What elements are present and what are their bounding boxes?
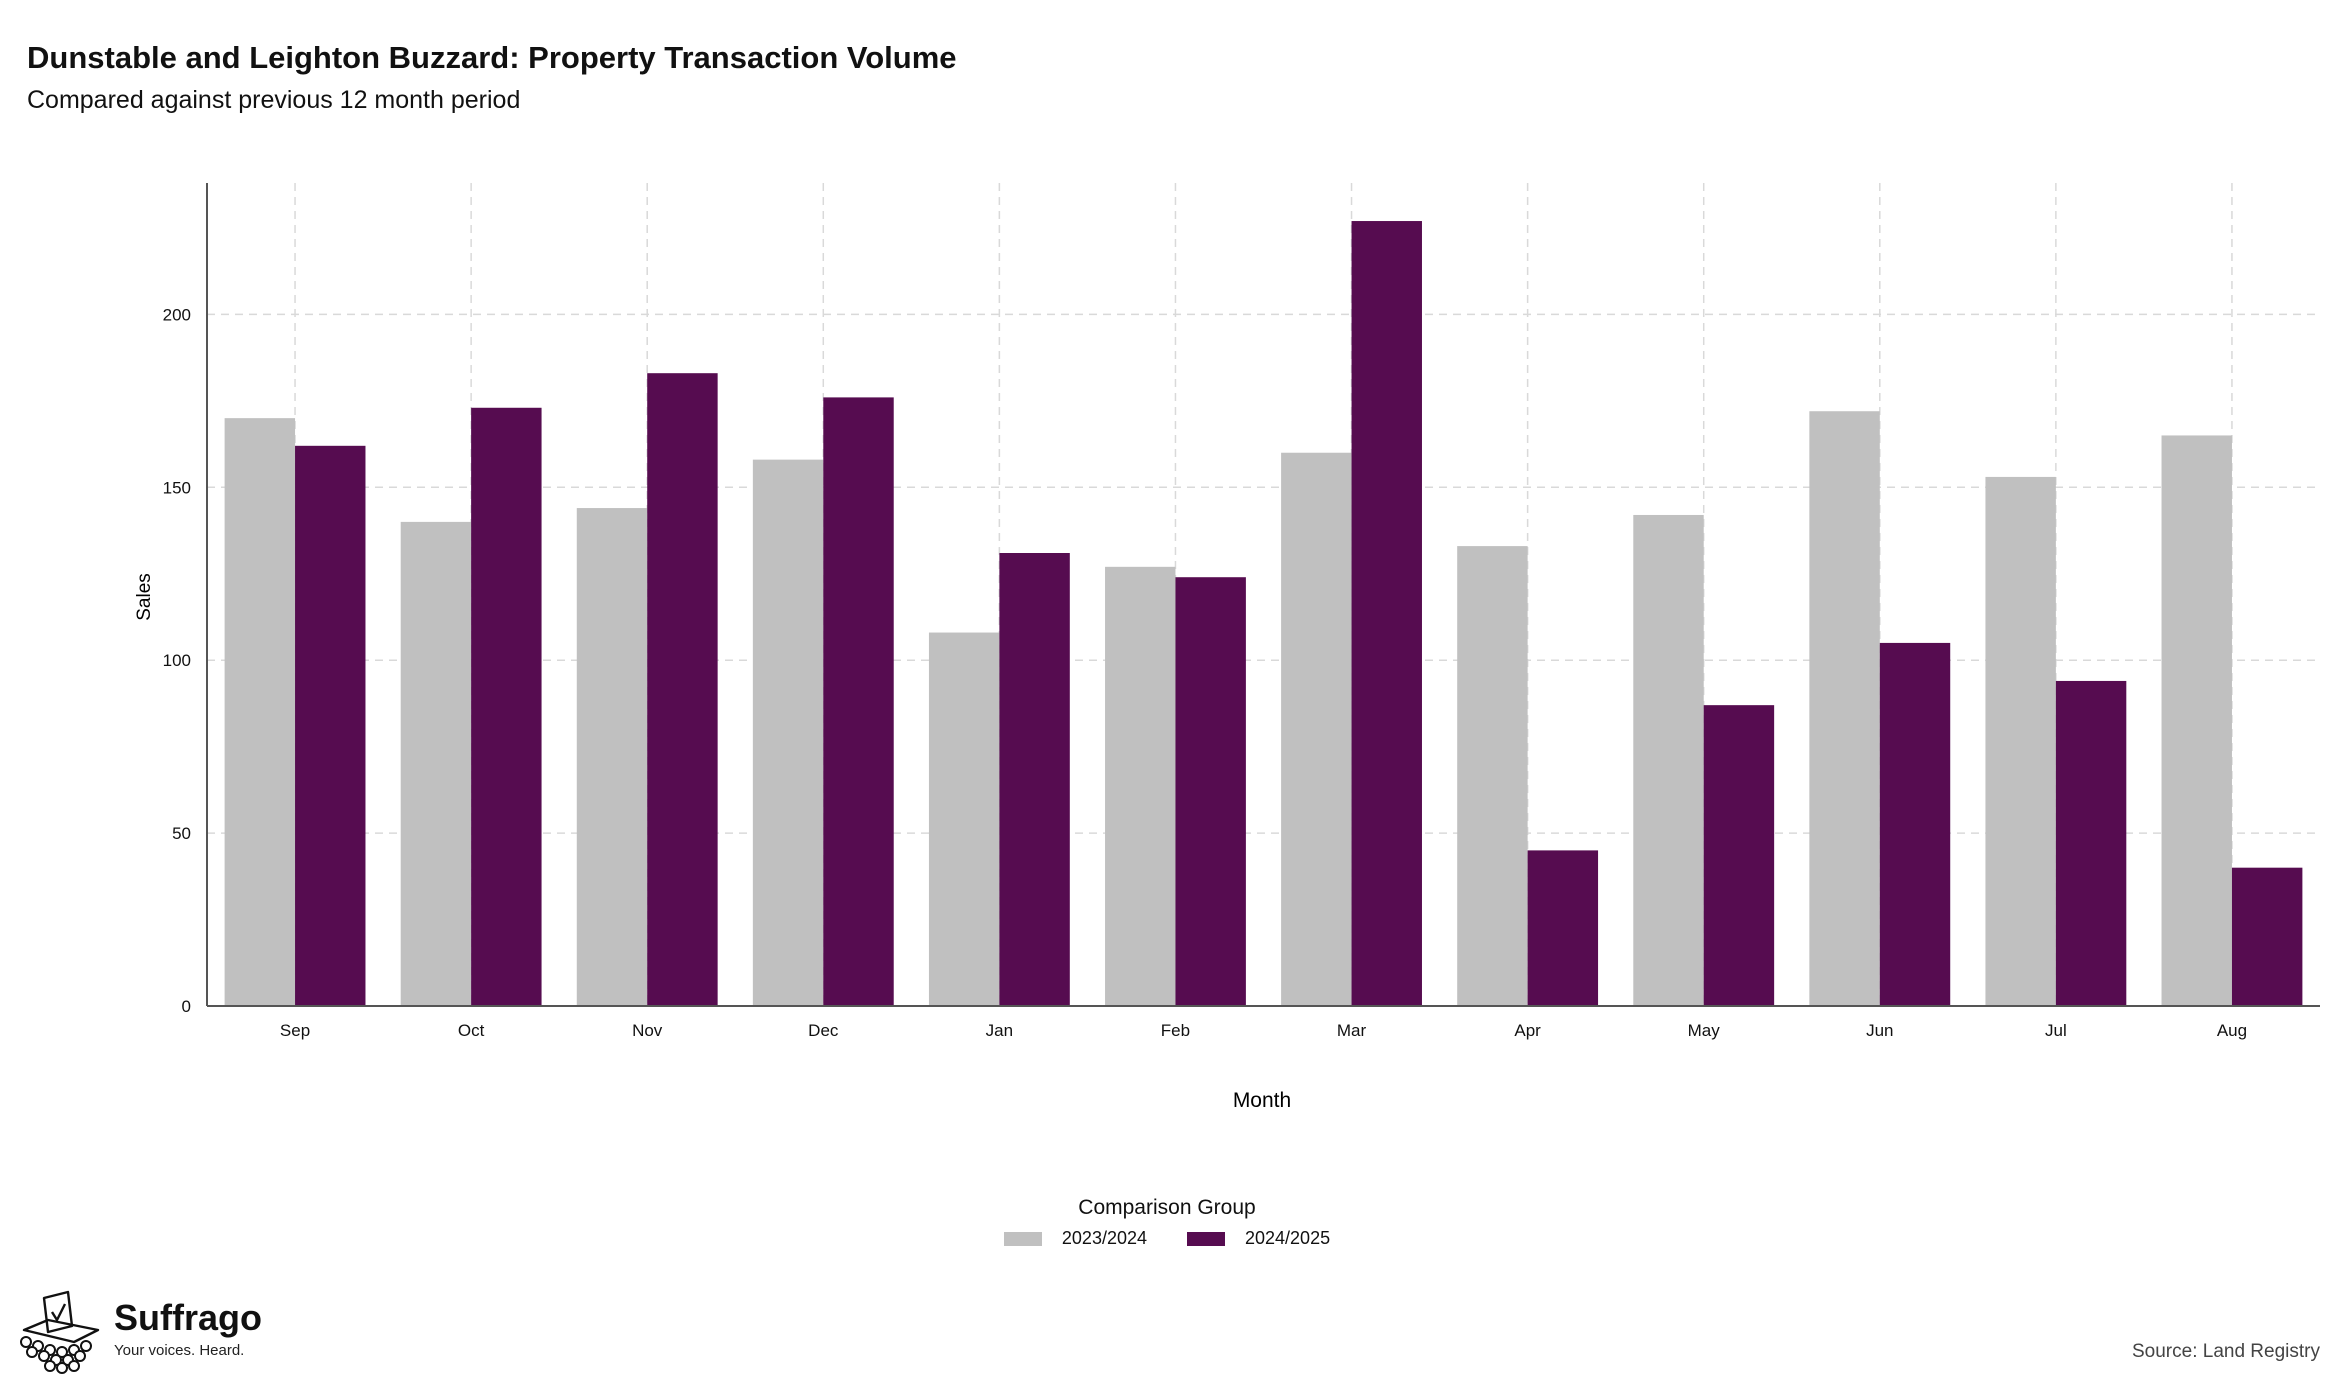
x-tick-label: Dec bbox=[808, 1021, 839, 1040]
x-tick-label: Jan bbox=[986, 1021, 1013, 1040]
legend-swatch-2023-2024 bbox=[1003, 1231, 1042, 1246]
brand-name: Suffrago bbox=[114, 1297, 262, 1338]
bar-2023-2024-feb bbox=[1105, 566, 1176, 1006]
x-tick-label: Nov bbox=[632, 1021, 663, 1040]
bar-chart: 0 50 100 150 200 Sep Oct Nov Dec Jan Feb Mar Apr May J… bbox=[134, 183, 2320, 1112]
legend: Comparison Group 2023/2024 2024/2025 bbox=[0, 1196, 2334, 1251]
axes bbox=[206, 183, 2320, 1007]
bar-2024-2025-feb bbox=[1175, 577, 1246, 1006]
bar-2023-2024-aug bbox=[2161, 435, 2232, 1007]
bar-2023-2024-jan bbox=[928, 632, 1000, 1006]
bar-2024-2025-mar bbox=[1351, 221, 1422, 1006]
legend-label-2023-2024: 2023/2024 bbox=[1061, 1228, 1147, 1248]
x-tick-label: May bbox=[1688, 1021, 1721, 1040]
legend-label-2024-2025: 2024/2025 bbox=[1245, 1228, 1331, 1248]
bar-2024-2025-oct bbox=[471, 407, 542, 1006]
brand-logo: Suffrago Your voices. Heard. bbox=[14, 1290, 262, 1374]
legend-item-2023-2024: 2023/2024 bbox=[1003, 1228, 1147, 1249]
bar-2023-2024-oct bbox=[400, 521, 472, 1006]
x-tick-label: Feb bbox=[1161, 1021, 1190, 1040]
bar-2024-2025-dec bbox=[823, 397, 894, 1006]
chart-subtitle: Compared against previous 12 month perio… bbox=[27, 86, 521, 114]
x-tick-label: Oct bbox=[458, 1021, 485, 1040]
bar-2024-2025-sep bbox=[295, 445, 366, 1006]
brand-text: Suffrago Your voices. Heard. bbox=[114, 1290, 262, 1360]
bar-2023-2024-mar bbox=[1281, 452, 1352, 1007]
bar-2024-2025-jan bbox=[999, 553, 1070, 1006]
bar-2023-2024-apr bbox=[1457, 546, 1528, 1006]
legend-swatch-2024-2025 bbox=[1187, 1231, 1225, 1246]
legend-title: Comparison Group bbox=[1078, 1196, 1256, 1219]
x-tick-label: Mar bbox=[1337, 1021, 1367, 1040]
y-tick-label: 0 bbox=[182, 997, 191, 1016]
y-tick-label: 150 bbox=[163, 478, 191, 497]
bar-2023-2024-sep bbox=[224, 418, 296, 1007]
x-tick-label: Apr bbox=[1514, 1021, 1541, 1040]
bar-2024-2025-apr bbox=[1527, 850, 1599, 1006]
bar-2024-2025-jul bbox=[2055, 680, 2127, 1006]
tick-labels: 0 50 100 150 200 Sep Oct Nov Dec Jan Feb Mar Apr May J… bbox=[163, 305, 2247, 1040]
bar-2024-2025-nov bbox=[647, 373, 718, 1006]
bar-2024-2025-aug bbox=[2231, 867, 2303, 1006]
y-tick-label: 200 bbox=[163, 305, 191, 324]
x-tick-label: Jun bbox=[1866, 1021, 1893, 1040]
x-tick-label: Sep bbox=[280, 1021, 310, 1040]
y-axis-label: Sales bbox=[134, 573, 155, 621]
bar-2024-2025-jun bbox=[1879, 642, 1951, 1006]
x-tick-label: Aug bbox=[2217, 1021, 2247, 1040]
bar-2023-2024-jul bbox=[1985, 476, 2056, 1006]
source-note: Source: Land Registry bbox=[2132, 1341, 2320, 1362]
y-tick-label: 100 bbox=[163, 651, 191, 670]
bars bbox=[224, 221, 2303, 1007]
bar-2023-2024-dec bbox=[752, 459, 824, 1006]
bar-2024-2025-may bbox=[1703, 705, 1775, 1006]
bar-2023-2024-may bbox=[1633, 514, 1704, 1006]
legend-item-2024-2025: 2024/2025 bbox=[1187, 1228, 1330, 1249]
ballot-box-icon bbox=[20, 1290, 100, 1374]
bar-2023-2024-jun bbox=[1809, 411, 1880, 1006]
legend-items: 2023/2024 2024/2025 bbox=[1003, 1228, 1330, 1249]
bar-2023-2024-nov bbox=[576, 508, 648, 1006]
x-axis-label: Month bbox=[1233, 1089, 1291, 1112]
x-tick-label: Jul bbox=[2045, 1021, 2067, 1040]
y-tick-label: 50 bbox=[172, 824, 191, 843]
brand-tagline: Your voices. Heard. bbox=[114, 1342, 245, 1359]
chart-title: Dunstable and Leighton Buzzard: Property… bbox=[27, 40, 957, 75]
